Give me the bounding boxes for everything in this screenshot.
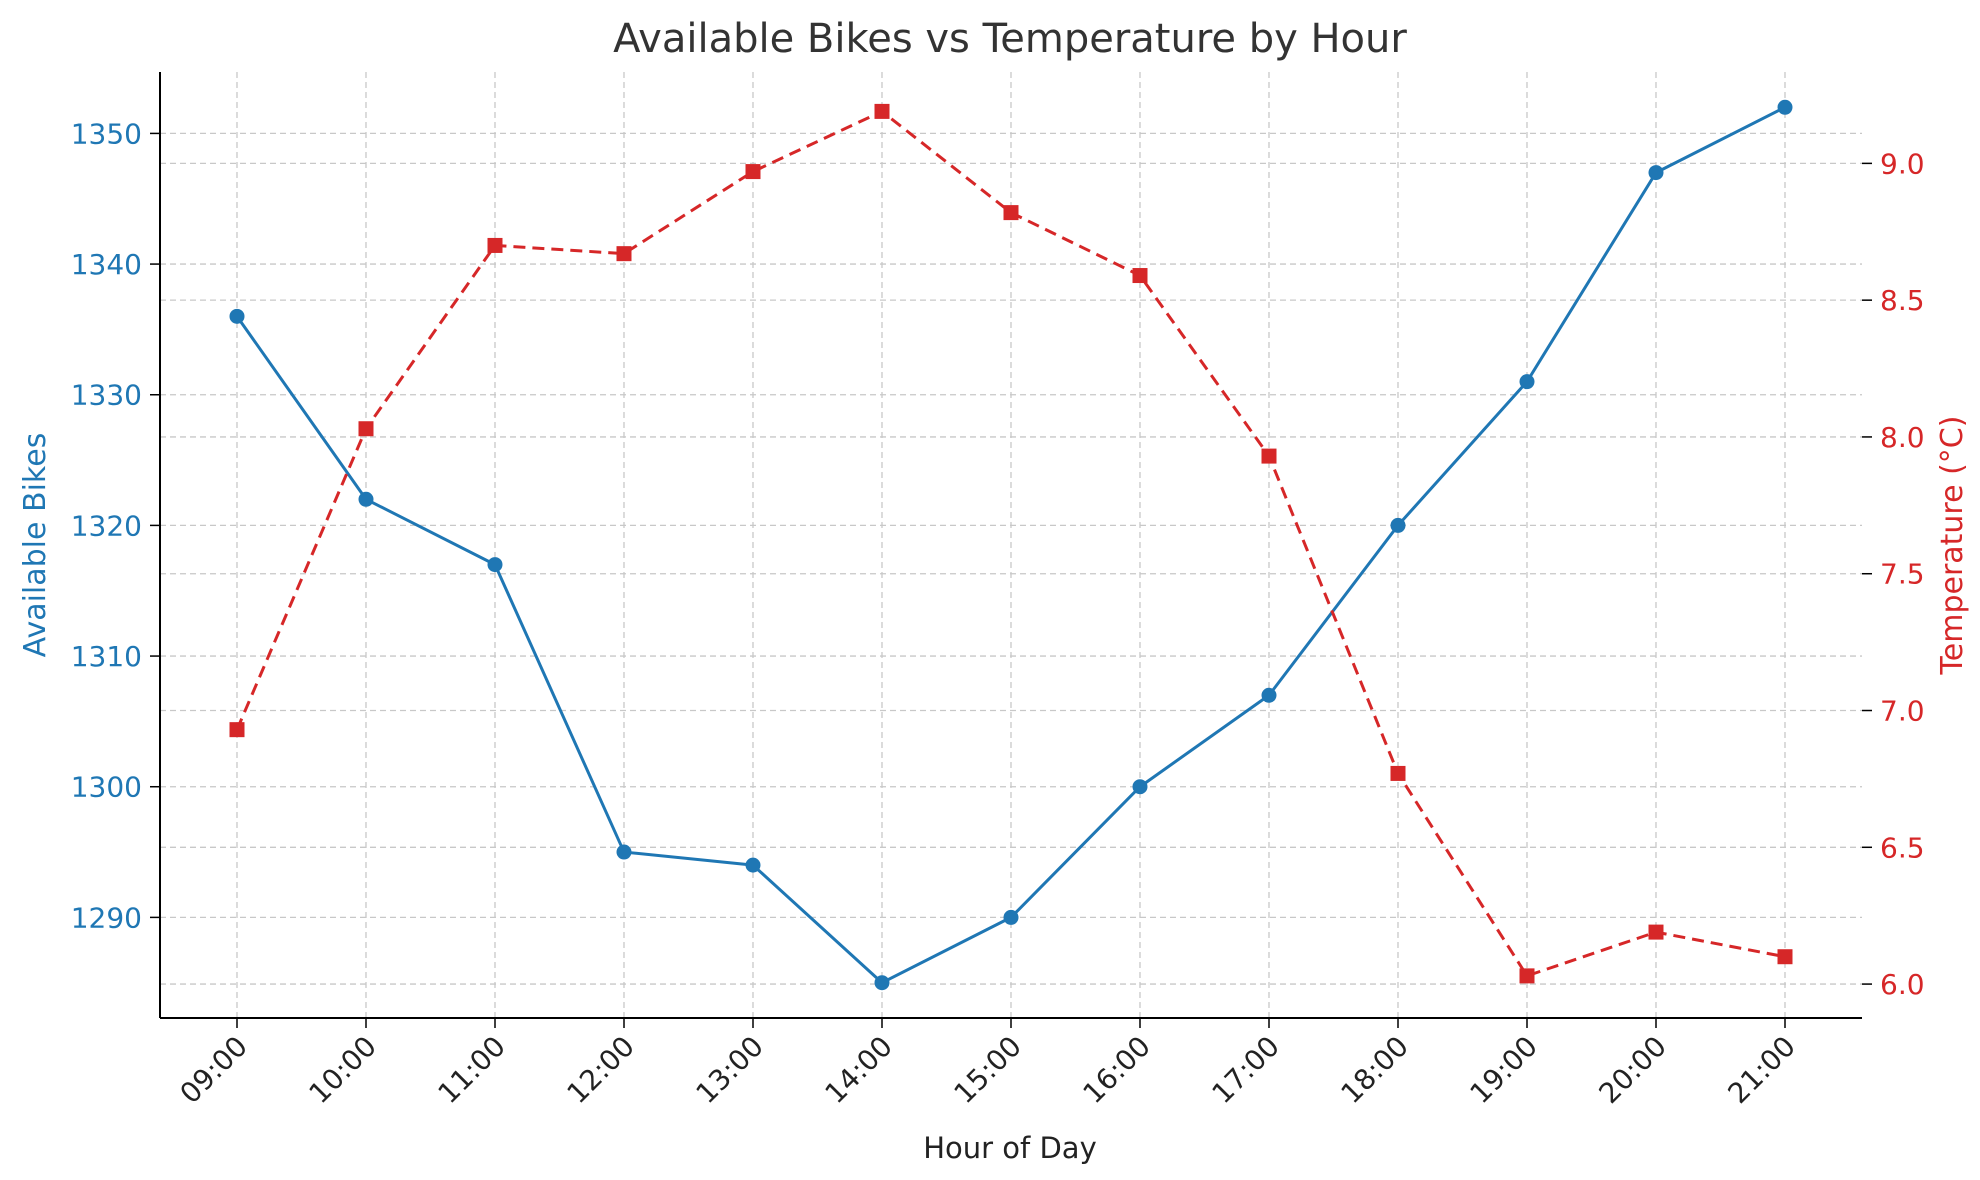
x-tick-label: 11:00 — [432, 1030, 512, 1110]
temperature-point — [616, 246, 632, 262]
temperature-point — [1777, 949, 1793, 965]
x-tick-label: 19:00 — [1464, 1030, 1544, 1110]
x-tick-label: 14:00 — [819, 1030, 899, 1110]
left-y-tick-label: 1300 — [71, 771, 142, 804]
right-y-tick-label: 7.0 — [1880, 695, 1925, 728]
bikes-point — [1648, 165, 1664, 181]
bikes-point — [1390, 517, 1406, 533]
left-y-tick-label: 1340 — [71, 248, 142, 281]
x-axis-label: Hour of Day — [923, 1131, 1097, 1165]
temperature-point — [1390, 765, 1406, 781]
x-tick-label: 15:00 — [948, 1030, 1028, 1110]
bikes-point — [229, 308, 245, 324]
temperature-point — [874, 103, 890, 119]
temperature-point — [1132, 268, 1148, 284]
temperature-point — [358, 421, 374, 437]
bikes-point — [1132, 779, 1148, 795]
x-tick-label: 20:00 — [1593, 1030, 1673, 1110]
grid — [160, 72, 1862, 1018]
left-y-axis-label: Available Bikes — [18, 433, 53, 658]
temperature-point — [1648, 924, 1664, 940]
x-tick-label: 09:00 — [174, 1030, 254, 1110]
temperature-point — [745, 164, 761, 180]
temperature-point — [487, 237, 503, 253]
right-y-tick-label: 8.5 — [1880, 284, 1925, 317]
left-y-tick-label: 1320 — [71, 509, 142, 542]
right-y-tick-label: 7.5 — [1880, 558, 1925, 591]
bikes-point — [1777, 99, 1793, 115]
x-tick-label: 17:00 — [1206, 1030, 1286, 1110]
right-y-axis-label: Temperature (°C) — [1935, 416, 1970, 676]
left-y-tick-label: 1310 — [71, 640, 142, 673]
x-tick-label: 13:00 — [690, 1030, 770, 1110]
right-y-tick-label: 9.0 — [1880, 147, 1925, 180]
bikes-point — [745, 857, 761, 873]
ticks: 09:00 10:00 11:00 12:00 13:00 14:00 15:00 16:00… — [71, 117, 1925, 1110]
temperature-point — [1519, 968, 1535, 984]
x-tick-label: 16:00 — [1077, 1030, 1157, 1110]
bikes-point — [1003, 909, 1019, 925]
temperature-point — [1003, 205, 1019, 221]
right-y-tick-label: 6.0 — [1880, 968, 1925, 1001]
bikes-point — [1519, 374, 1535, 390]
temperature-point — [229, 722, 245, 738]
x-tick-label: 10:00 — [303, 1030, 383, 1110]
bikes-point — [487, 557, 503, 573]
left-y-tick-label: 1330 — [71, 379, 142, 412]
series — [229, 99, 1793, 991]
right-y-tick-label: 6.5 — [1880, 831, 1925, 864]
bikes-point — [874, 975, 890, 991]
right-y-tick-label: 8.0 — [1880, 421, 1925, 454]
left-y-tick-label: 1350 — [71, 117, 142, 150]
temperature-point — [1261, 448, 1277, 464]
chart-title: Available Bikes vs Temperature by Hour — [613, 16, 1407, 62]
bikes-point — [1261, 687, 1277, 703]
x-tick-label: 12:00 — [561, 1030, 641, 1110]
x-tick-label: 18:00 — [1335, 1030, 1415, 1110]
left-y-tick-label: 1290 — [71, 901, 142, 934]
x-tick-label: 21:00 — [1722, 1030, 1802, 1110]
bikes-point — [358, 491, 374, 507]
bikes-point — [616, 844, 632, 860]
